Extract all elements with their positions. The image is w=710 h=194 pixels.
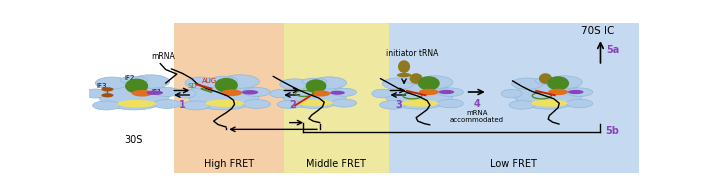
- Text: High FRET: High FRET: [204, 159, 254, 169]
- Text: 70S IC: 70S IC: [581, 26, 614, 36]
- Ellipse shape: [382, 78, 414, 89]
- Ellipse shape: [243, 87, 271, 96]
- Ellipse shape: [187, 80, 259, 110]
- Ellipse shape: [539, 73, 552, 84]
- Ellipse shape: [402, 100, 438, 107]
- Text: AUG: AUG: [202, 78, 217, 84]
- Ellipse shape: [512, 78, 543, 89]
- Ellipse shape: [548, 89, 568, 95]
- Ellipse shape: [514, 81, 582, 109]
- Ellipse shape: [221, 75, 259, 88]
- Ellipse shape: [568, 90, 584, 94]
- Ellipse shape: [125, 79, 148, 94]
- Ellipse shape: [117, 100, 156, 107]
- Ellipse shape: [131, 75, 170, 88]
- Ellipse shape: [417, 76, 439, 90]
- Ellipse shape: [437, 99, 464, 108]
- Ellipse shape: [95, 77, 129, 89]
- Ellipse shape: [410, 73, 422, 84]
- Ellipse shape: [270, 90, 290, 98]
- Ellipse shape: [501, 89, 522, 98]
- Ellipse shape: [153, 100, 180, 108]
- Ellipse shape: [509, 101, 535, 109]
- Text: mRNA: mRNA: [151, 52, 175, 61]
- Text: initiator tRNA: initiator tRNA: [386, 49, 439, 58]
- Ellipse shape: [282, 81, 346, 108]
- Bar: [174, 23, 284, 173]
- Ellipse shape: [416, 76, 453, 89]
- Ellipse shape: [567, 88, 593, 96]
- Text: mRNA
accommodated: mRNA accommodated: [449, 110, 503, 123]
- Text: 5b: 5b: [605, 126, 618, 136]
- Ellipse shape: [214, 78, 238, 93]
- Text: Middle FRET: Middle FRET: [307, 159, 366, 169]
- Ellipse shape: [305, 79, 327, 93]
- Ellipse shape: [205, 100, 244, 107]
- Ellipse shape: [535, 77, 562, 84]
- Ellipse shape: [174, 89, 196, 98]
- Ellipse shape: [102, 93, 114, 97]
- Ellipse shape: [406, 77, 432, 84]
- Ellipse shape: [185, 77, 218, 89]
- Ellipse shape: [439, 90, 454, 94]
- Ellipse shape: [241, 90, 258, 94]
- Ellipse shape: [312, 90, 330, 96]
- Ellipse shape: [312, 77, 346, 89]
- Ellipse shape: [84, 89, 106, 98]
- Text: 2: 2: [289, 100, 296, 110]
- Text: IF2: IF2: [124, 75, 134, 81]
- Ellipse shape: [397, 73, 411, 77]
- Bar: [388, 23, 639, 173]
- Ellipse shape: [131, 90, 153, 97]
- Ellipse shape: [567, 99, 593, 108]
- Ellipse shape: [547, 76, 569, 90]
- Ellipse shape: [302, 78, 327, 85]
- Ellipse shape: [222, 89, 242, 96]
- Text: IF3: IF3: [97, 83, 107, 89]
- Ellipse shape: [182, 101, 210, 110]
- Ellipse shape: [210, 76, 237, 84]
- Text: 5a: 5a: [606, 45, 619, 55]
- Text: IF1: IF1: [151, 89, 162, 95]
- Text: Low FRET: Low FRET: [491, 159, 537, 169]
- Text: SD: SD: [187, 83, 197, 89]
- Ellipse shape: [398, 60, 410, 73]
- Ellipse shape: [243, 100, 271, 108]
- Ellipse shape: [332, 88, 356, 96]
- Ellipse shape: [280, 79, 310, 90]
- Ellipse shape: [385, 81, 453, 109]
- Ellipse shape: [330, 91, 345, 95]
- Text: 4: 4: [474, 99, 480, 109]
- Ellipse shape: [298, 99, 333, 106]
- Ellipse shape: [153, 87, 180, 96]
- Ellipse shape: [380, 101, 406, 109]
- Ellipse shape: [102, 87, 114, 91]
- Ellipse shape: [146, 90, 163, 95]
- Ellipse shape: [332, 99, 356, 107]
- Ellipse shape: [419, 89, 439, 95]
- Ellipse shape: [92, 101, 120, 110]
- Ellipse shape: [98, 80, 170, 110]
- Ellipse shape: [277, 100, 302, 108]
- Text: 30S: 30S: [125, 135, 143, 145]
- Text: 3: 3: [395, 100, 402, 110]
- Ellipse shape: [531, 100, 567, 107]
- Text: 1: 1: [179, 100, 186, 110]
- Ellipse shape: [120, 76, 148, 84]
- Ellipse shape: [372, 89, 393, 98]
- Ellipse shape: [437, 88, 464, 96]
- Ellipse shape: [545, 76, 582, 89]
- Bar: [284, 23, 388, 173]
